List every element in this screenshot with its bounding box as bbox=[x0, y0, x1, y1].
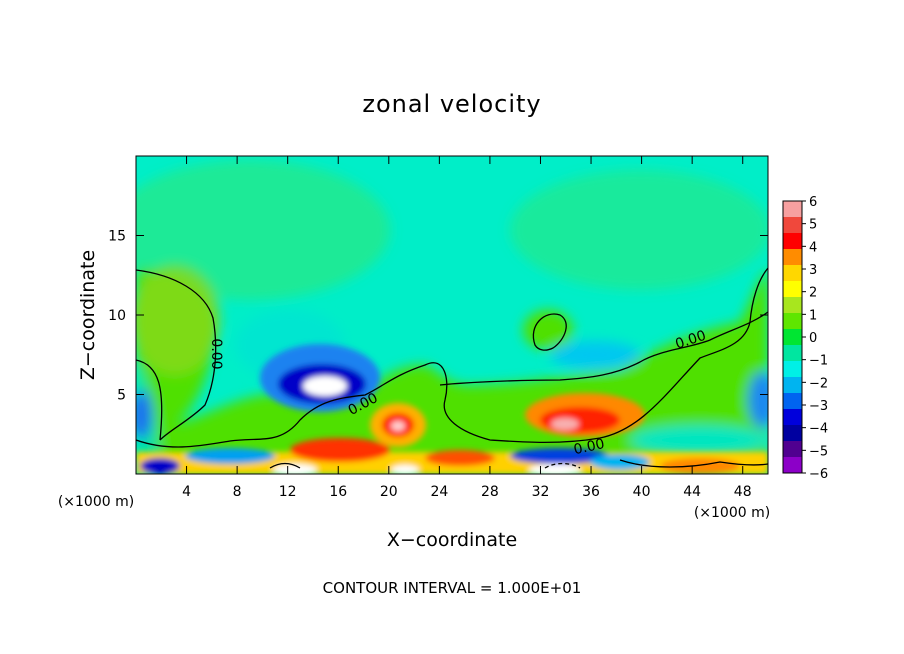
colorbar-swatch bbox=[783, 201, 802, 218]
colorbar-tick-label: 3 bbox=[809, 263, 817, 278]
colorbar: 6 5 4 3 2 1 0 −1 −2 −3 −4 −5 −6 bbox=[782, 195, 828, 482]
colorbar-tick-label: 5 bbox=[809, 218, 817, 233]
colorbar-tick-label: 1 bbox=[809, 308, 817, 323]
y-tick-label: 15 bbox=[108, 229, 126, 245]
y-tick-label: 5 bbox=[117, 388, 126, 404]
x-tick-label: 4 bbox=[182, 484, 191, 500]
colorbar-swatch bbox=[783, 457, 802, 474]
colorbar-swatch bbox=[783, 313, 802, 330]
colorbar-swatch bbox=[783, 345, 802, 362]
x-tick-label: 24 bbox=[430, 484, 448, 500]
colorbar-tick-label: −6 bbox=[809, 467, 828, 482]
chart-title: zonal velocity bbox=[362, 90, 541, 118]
x-unit-left: (×1000 m) bbox=[58, 494, 134, 510]
contour-interval-note: CONTOUR INTERVAL = 1.000E+01 bbox=[323, 579, 582, 597]
colorbar-swatch bbox=[783, 249, 802, 266]
x-axis: 4 8 12 16 20 24 28 32 36 40 44 48 bbox=[182, 156, 752, 500]
x-tick-label: 48 bbox=[734, 484, 752, 500]
y-axis: 5 10 15 bbox=[108, 229, 768, 404]
x-axis-label: X−coordinate bbox=[387, 529, 517, 551]
colorbar-tick-label: −1 bbox=[809, 354, 828, 369]
colorbar-swatch bbox=[783, 377, 802, 394]
colorbar-tick-label: −4 bbox=[809, 422, 828, 437]
colorbar-swatch bbox=[783, 233, 802, 250]
colorbar-swatch bbox=[783, 329, 802, 346]
x-tick-label: 36 bbox=[582, 484, 600, 500]
field-extrema bbox=[136, 344, 768, 474]
colorbar-tick-label: −5 bbox=[809, 444, 828, 459]
x-unit-right: (×1000 m) bbox=[694, 505, 770, 521]
y-axis-label: Z−coordinate bbox=[77, 250, 99, 380]
colorbar-swatch bbox=[783, 393, 802, 410]
contour-label: 0.00 bbox=[572, 436, 606, 458]
colorbar-swatch bbox=[783, 281, 802, 298]
x-tick-label: 32 bbox=[532, 484, 550, 500]
colorbar-swatch bbox=[783, 297, 802, 314]
x-tick-label: 20 bbox=[380, 484, 398, 500]
y-tick-label: 10 bbox=[108, 308, 126, 324]
x-tick-label: 28 bbox=[481, 484, 499, 500]
colorbar-tick-label: 0 bbox=[809, 331, 817, 346]
colorbar-tick-label: −3 bbox=[809, 399, 828, 414]
zero-contours bbox=[136, 267, 768, 469]
colorbar-tick-label: 4 bbox=[809, 240, 817, 255]
contour-label: 0.00 bbox=[208, 338, 224, 369]
x-tick-label: 8 bbox=[233, 484, 242, 500]
x-tick-label: 16 bbox=[329, 484, 347, 500]
colorbar-swatch bbox=[783, 441, 802, 458]
colorbar-swatch bbox=[783, 425, 802, 442]
colorbar-tick-label: −2 bbox=[809, 376, 828, 391]
x-tick-label: 40 bbox=[633, 484, 651, 500]
colorbar-swatch bbox=[783, 217, 802, 234]
plot-area: 0.00 0.00 0.00 0.00 bbox=[136, 156, 768, 474]
colorbar-swatch bbox=[783, 409, 802, 426]
colorbar-tick-label: 6 bbox=[809, 195, 817, 210]
colorbar-swatch bbox=[783, 361, 802, 378]
colorbar-swatch bbox=[783, 265, 802, 282]
colorbar-tick-label: 2 bbox=[809, 286, 817, 301]
x-tick-label: 44 bbox=[683, 484, 701, 500]
x-tick-label: 12 bbox=[279, 484, 297, 500]
